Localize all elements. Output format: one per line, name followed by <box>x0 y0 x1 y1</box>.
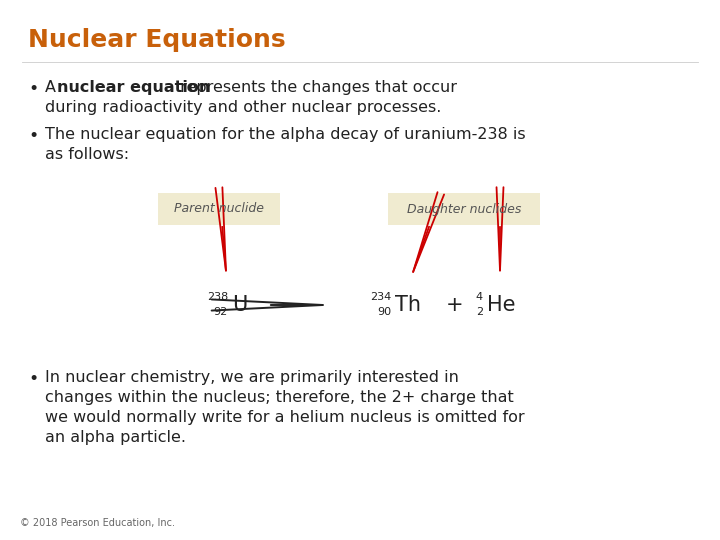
Text: nuclear equation: nuclear equation <box>57 80 210 95</box>
Text: In nuclear chemistry, we are primarily interested in: In nuclear chemistry, we are primarily i… <box>45 370 459 385</box>
Text: an alpha particle.: an alpha particle. <box>45 430 186 445</box>
Text: •: • <box>28 370 38 388</box>
Text: •: • <box>28 80 38 98</box>
Text: 90: 90 <box>377 307 391 317</box>
Text: 92: 92 <box>214 307 228 317</box>
Text: Th: Th <box>395 295 421 315</box>
Text: •: • <box>28 127 38 145</box>
FancyBboxPatch shape <box>388 193 540 225</box>
Text: +: + <box>446 295 464 315</box>
Text: Parent nuclide: Parent nuclide <box>174 202 264 215</box>
Text: changes within the nucleus; therefore, the 2+ charge that: changes within the nucleus; therefore, t… <box>45 390 514 405</box>
Text: A: A <box>45 80 61 95</box>
Text: He: He <box>487 295 516 315</box>
Text: 2: 2 <box>476 307 483 317</box>
Text: during radioactivity and other nuclear processes.: during radioactivity and other nuclear p… <box>45 100 441 115</box>
Text: 234: 234 <box>370 292 391 302</box>
Text: U: U <box>232 295 248 315</box>
Text: The nuclear equation for the alpha decay of uranium-238 is: The nuclear equation for the alpha decay… <box>45 127 526 142</box>
Text: 4: 4 <box>476 292 483 302</box>
Text: © 2018 Pearson Education, Inc.: © 2018 Pearson Education, Inc. <box>20 518 175 528</box>
Text: as follows:: as follows: <box>45 147 129 162</box>
Text: represents the changes that occur: represents the changes that occur <box>175 80 457 95</box>
Text: Daughter nuclides: Daughter nuclides <box>407 202 521 215</box>
Text: Nuclear Equations: Nuclear Equations <box>28 28 286 52</box>
Text: 238: 238 <box>207 292 228 302</box>
Text: we would normally write for a helium nucleus is omitted for: we would normally write for a helium nuc… <box>45 410 525 425</box>
FancyBboxPatch shape <box>158 193 280 225</box>
